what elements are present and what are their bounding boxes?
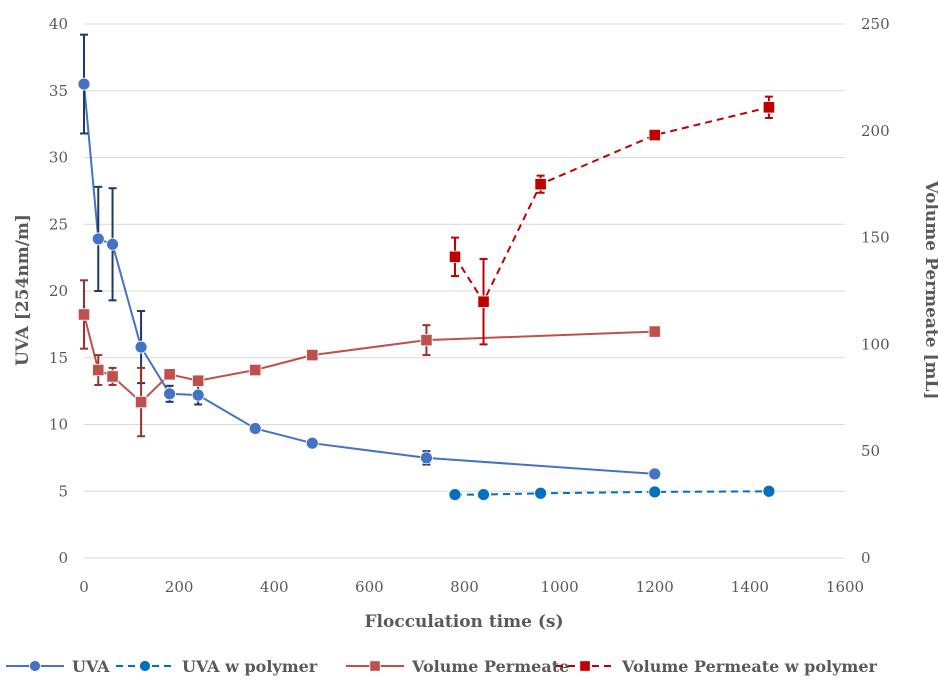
legend-item-volume-permeate: Volume Permeate <box>346 657 569 676</box>
series-volume-permeate-w-polymer <box>448 95 776 346</box>
x-axis-title: Flocculation time (s) <box>364 612 563 632</box>
data-point-uva <box>91 232 105 246</box>
y-right-tick-label: 150 <box>861 229 890 247</box>
legend-label: Volume Permeate <box>411 657 569 676</box>
legend-item-uva-w-polymer: UVA w polymer <box>116 657 318 676</box>
data-point-uva <box>420 451 433 465</box>
data-point-volume-permeate-w-polymer <box>477 295 490 308</box>
x-tick-label: 0 <box>79 578 89 596</box>
y-left-tick-label: 15 <box>49 349 68 367</box>
data-point-volume-permeate <box>249 363 262 377</box>
series-uva-w-polymer <box>448 484 776 501</box>
x-tick-label: 400 <box>260 578 289 596</box>
data-point-volume-permeate-w-polymer <box>762 101 776 114</box>
data-point-volume-permeate <box>192 374 205 387</box>
y-right-tick-label: 50 <box>861 442 880 460</box>
series-line-uva-w-polymer <box>455 490 769 496</box>
y-axis-right-title: Volume Permeate [mL] <box>921 179 938 399</box>
y-left-tick-label: 0 <box>58 549 68 567</box>
data-point-volume-permeate-w-polymer <box>648 128 661 142</box>
series-uva <box>77 33 662 481</box>
data-point-uva-w-polymer <box>762 484 776 498</box>
y-right-tick-label: 100 <box>861 335 890 353</box>
data-point-volume-permeate <box>134 395 148 409</box>
x-tick-label: 600 <box>355 578 384 596</box>
series-line-volume-permeate <box>83 314 655 404</box>
data-point-volume-permeate <box>648 325 661 338</box>
data-point-volume-permeate-w-polymer <box>534 178 547 191</box>
legend-label: Volume Permeate w polymer <box>621 657 878 676</box>
data-point-volume-permeate <box>306 348 319 362</box>
data-point-volume-permeate <box>163 368 176 381</box>
x-tick-label: 1000 <box>541 578 579 596</box>
series-line-volume-permeate-w-polymer <box>454 106 770 304</box>
y-left-tick-label: 25 <box>49 215 68 233</box>
data-point-uva <box>248 422 262 435</box>
x-tick-label: 800 <box>450 578 479 596</box>
legend: UVA UVA w polymer Volume Permeate Volume Pe… <box>6 657 878 676</box>
data-point-volume-permeate <box>106 370 119 383</box>
series-volume-permeate <box>77 279 661 438</box>
legend-item-volume-permeate-w-polymer: Volume Permeate w polymer <box>556 657 878 676</box>
data-point-uva <box>77 77 91 91</box>
data-point-uva-w-polymer <box>477 488 490 501</box>
y-axis-left-title: UVA [254nm/m] <box>13 214 33 366</box>
series <box>77 33 776 501</box>
data-point-uva <box>163 387 177 401</box>
y-left-tick-label: 30 <box>49 149 68 167</box>
data-point-uva <box>305 436 319 450</box>
data-point-volume-permeate <box>420 334 433 347</box>
legend-label: UVA w polymer <box>182 657 318 676</box>
legend-swatch-marker <box>369 660 381 672</box>
y-right-tick-label: 250 <box>861 15 890 33</box>
legend-swatch-marker <box>139 660 151 672</box>
data-point-volume-permeate-w-polymer <box>448 250 462 263</box>
y-right-tick-label: 0 <box>861 549 871 567</box>
grid <box>84 23 845 559</box>
data-point-volume-permeate <box>92 363 105 377</box>
data-point-uva-w-polymer <box>448 488 462 501</box>
x-tick-label: 1200 <box>636 578 674 596</box>
y-left-tick-label: 40 <box>49 15 68 33</box>
data-point-uva <box>191 388 205 402</box>
data-point-uva <box>106 237 119 251</box>
data-point-volume-permeate <box>77 308 91 321</box>
x-tick-label: 200 <box>165 578 194 596</box>
data-point-uva <box>648 467 662 481</box>
y-left-tick-label: 20 <box>49 282 68 300</box>
y-left-tick-label: 5 <box>58 482 68 500</box>
y-left-tick-label: 10 <box>49 416 68 434</box>
x-tick-label: 1600 <box>826 578 864 596</box>
legend-item-uva: UVA <box>6 657 110 676</box>
y-right-tick-label: 200 <box>861 122 890 140</box>
legend-swatch-marker <box>29 660 41 672</box>
y-left-tick-label: 35 <box>49 82 68 100</box>
x-tick-label: 1400 <box>731 578 769 596</box>
series-line-uva <box>83 84 655 475</box>
data-point-uva-w-polymer <box>648 485 662 499</box>
legend-label: UVA <box>72 657 110 676</box>
legend-swatch-marker <box>579 660 591 672</box>
data-point-uva-w-polymer <box>534 486 547 500</box>
data-point-uva <box>134 340 148 354</box>
